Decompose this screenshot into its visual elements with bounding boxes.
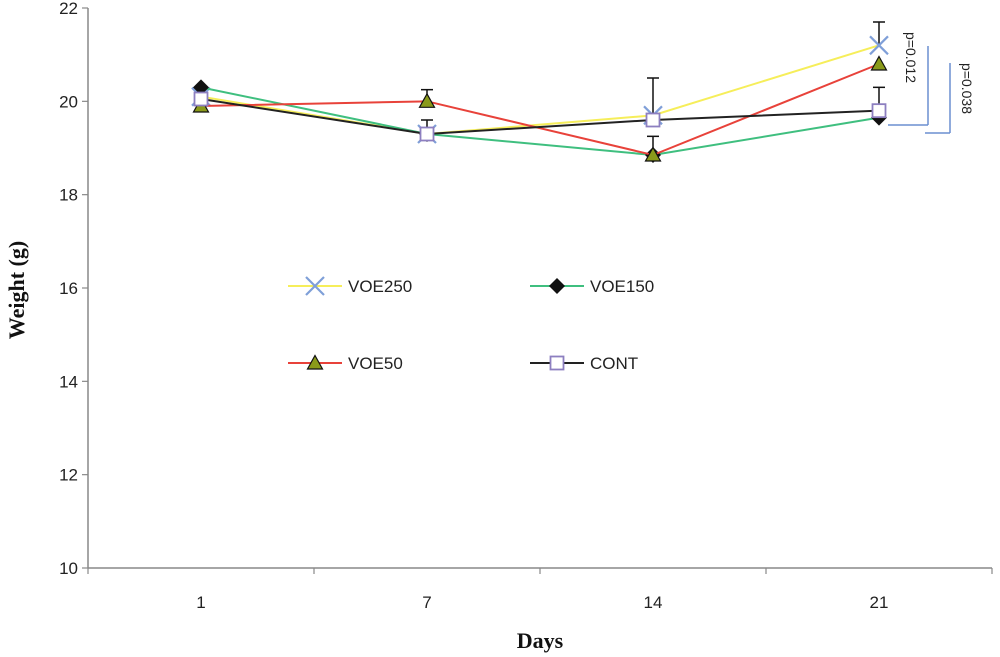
x-axis-title: Days xyxy=(517,628,564,653)
y-tick-label: 14 xyxy=(59,372,78,391)
y-tick-label: 10 xyxy=(59,559,78,578)
y-tick-label: 12 xyxy=(59,466,78,485)
y-tick-label: 16 xyxy=(59,279,78,298)
y-tick-label: 18 xyxy=(59,186,78,205)
series-layer xyxy=(191,21,889,163)
x-tick-label: 7 xyxy=(422,593,431,612)
legend-item-voe150: VOE150 xyxy=(530,277,654,296)
marker-stroke xyxy=(869,35,889,56)
legend-label: VOE250 xyxy=(348,277,412,296)
data-point xyxy=(644,146,662,162)
legend-label: VOE150 xyxy=(590,277,654,296)
legend-marker xyxy=(305,276,325,296)
y-tick-label: 20 xyxy=(59,92,78,111)
legend-item-cont: CONT xyxy=(530,354,638,373)
x-tick-label: 14 xyxy=(644,593,663,612)
y-tick-label: 22 xyxy=(59,0,78,18)
p-value-2: p=0.038 xyxy=(959,63,975,114)
p-value-annotations: p=0.012 p=0.038 xyxy=(888,32,975,134)
data-point xyxy=(193,91,209,107)
legend-marker xyxy=(549,355,565,371)
series-voe250 xyxy=(191,21,889,144)
series-line xyxy=(200,98,880,136)
legend-label: VOE50 xyxy=(348,354,403,373)
data-point xyxy=(869,35,889,56)
legend-item-voe50: VOE50 xyxy=(288,354,403,373)
x-tick-label: 21 xyxy=(870,593,889,612)
series-cont xyxy=(193,86,887,142)
series-voe150 xyxy=(193,79,887,163)
y-axis-ticks: 10 12 14 16 18 20 22 xyxy=(59,0,88,578)
y-axis-title: Weight (g) xyxy=(4,241,29,339)
data-point xyxy=(419,126,435,142)
data-point xyxy=(645,112,661,128)
legend: VOE250 VOE150 VOE50 CONT xyxy=(288,276,654,373)
marker-stroke xyxy=(305,276,325,296)
x-axis-ticks: 1 7 14 21 xyxy=(87,568,993,612)
legend-label: CONT xyxy=(590,354,638,373)
series-line xyxy=(200,44,880,136)
legend-item-voe250: VOE250 xyxy=(288,276,412,296)
data-point xyxy=(871,103,887,119)
legend-marker xyxy=(306,354,324,370)
data-point xyxy=(418,92,436,108)
data-point xyxy=(193,79,209,96)
data-point xyxy=(870,55,888,71)
series-line xyxy=(200,63,880,157)
legend-marker xyxy=(549,278,565,294)
x-tick-label: 1 xyxy=(196,593,205,612)
p-value-1: p=0.012 xyxy=(903,32,919,83)
series-line xyxy=(200,86,880,157)
